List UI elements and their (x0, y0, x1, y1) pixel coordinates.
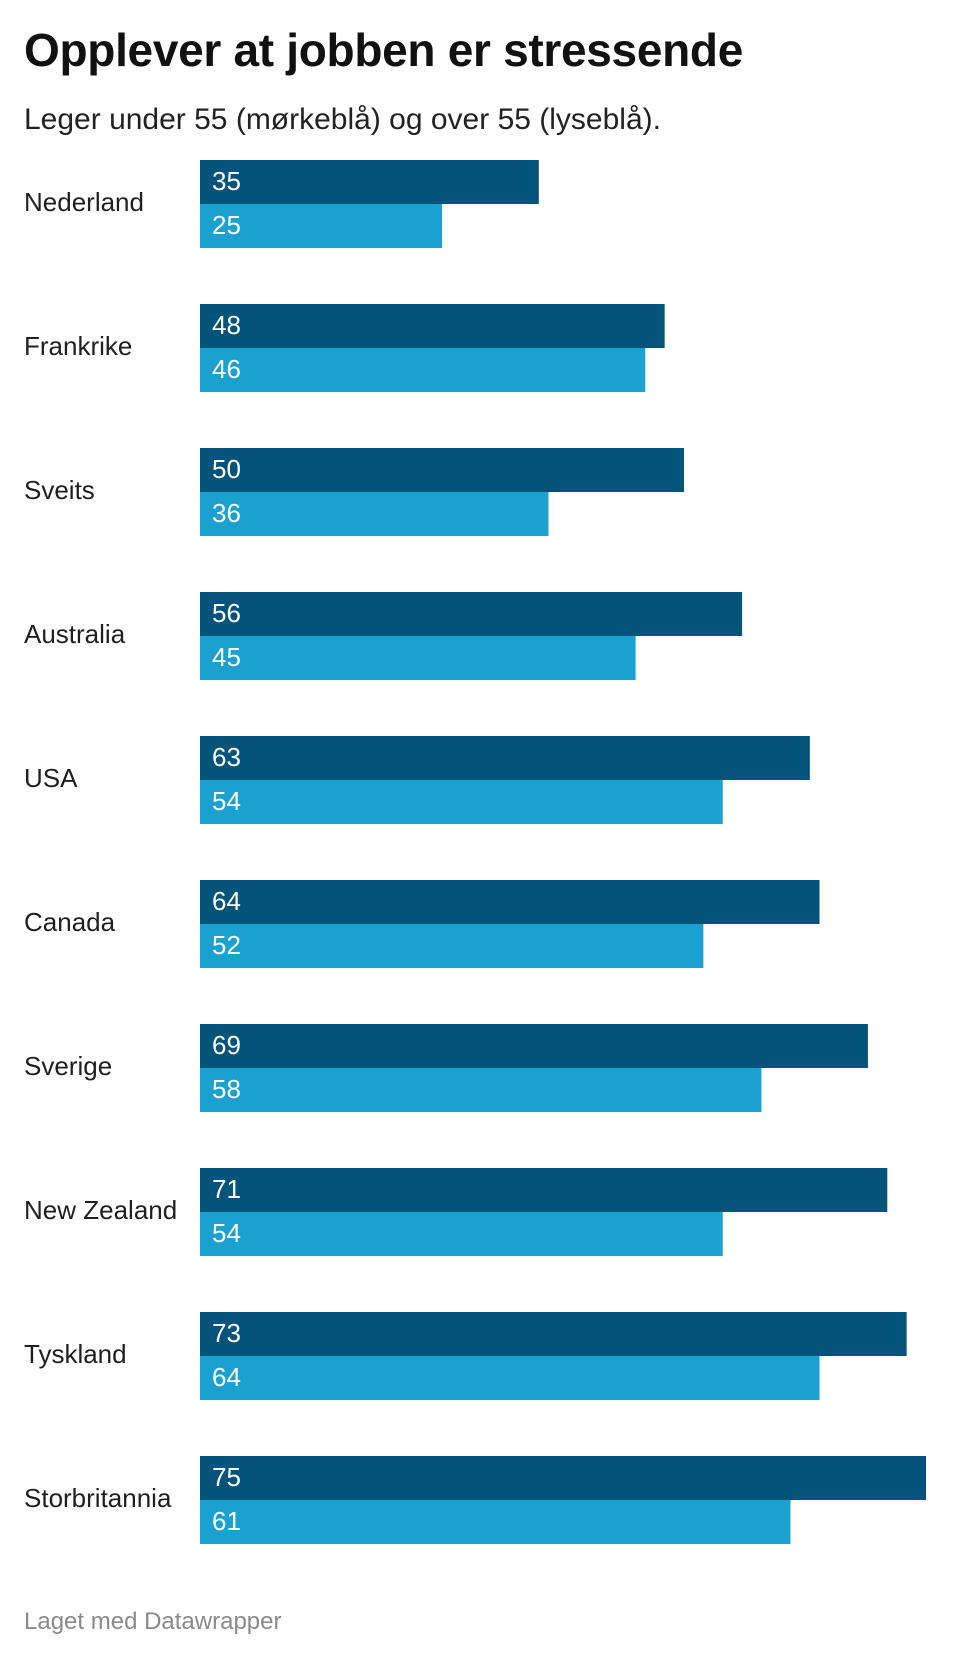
value-label: 54 (212, 1218, 241, 1248)
value-label: 54 (212, 786, 241, 816)
bar-over55 (200, 780, 723, 824)
value-label: 52 (212, 930, 241, 960)
value-label: 73 (212, 1318, 241, 1348)
bar-group-nederland: Nederland 35 25 (24, 160, 539, 248)
bar-under55 (200, 1312, 907, 1356)
bar-group-frankrike: Frankrike 48 46 (24, 304, 665, 392)
value-label: 71 (212, 1174, 241, 1204)
footer-credit: Laget med Datawrapper (24, 1608, 282, 1635)
bar-over55 (200, 1212, 723, 1256)
bar-chart: Nederland 35 25 Frankrike 48 46 Sveits 50 36 Aust… (24, 160, 926, 1544)
bar-over55 (200, 636, 636, 680)
bar-under55 (200, 736, 810, 780)
bar-group-new-zealand: New Zealand 71 54 (24, 1168, 888, 1256)
value-label: 56 (212, 598, 241, 628)
value-label: 50 (212, 454, 241, 484)
value-label: 46 (212, 354, 241, 384)
value-label: 45 (212, 642, 241, 672)
chart-title: Opplever at jobben er stressende (24, 24, 743, 76)
value-label: 61 (212, 1506, 241, 1536)
value-label: 25 (212, 210, 241, 240)
bar-under55 (200, 1456, 926, 1500)
bar-over55 (200, 348, 646, 392)
category-label: Australia (24, 619, 126, 649)
value-label: 69 (212, 1030, 241, 1060)
value-label: 64 (212, 886, 241, 916)
value-label: 48 (212, 310, 241, 340)
bar-over55 (200, 924, 704, 968)
value-label: 64 (212, 1362, 241, 1392)
bar-group-sverige: Sverige 69 58 (24, 1024, 868, 1112)
category-label: USA (24, 763, 78, 793)
chart-subtitle: Leger under 55 (mørkeblå) og over 55 (ly… (24, 103, 661, 136)
bar-over55 (200, 1356, 820, 1400)
category-label: Canada (24, 907, 116, 937)
bar-under55 (200, 880, 820, 924)
bar-over55 (200, 492, 549, 536)
category-label: Sverige (24, 1051, 112, 1081)
category-label: Tyskland (24, 1339, 127, 1369)
bar-over55 (200, 204, 442, 248)
bar-under55 (200, 1024, 868, 1068)
value-label: 58 (212, 1074, 241, 1104)
category-label: Sveits (24, 475, 95, 505)
bar-group-australia: Australia 56 45 (24, 592, 743, 680)
value-label: 63 (212, 742, 241, 772)
bar-group-tyskland: Tyskland 73 64 (24, 1312, 907, 1400)
bar-group-usa: USA 63 54 (24, 736, 810, 824)
bar-under55 (200, 448, 684, 492)
category-label: Frankrike (24, 331, 132, 361)
value-label: 75 (212, 1462, 241, 1492)
category-label: Storbritannia (24, 1483, 172, 1513)
bar-under55 (200, 1168, 888, 1212)
category-label: New Zealand (24, 1195, 177, 1225)
value-label: 35 (212, 166, 241, 196)
category-label: Nederland (24, 187, 144, 217)
bar-over55 (200, 1068, 762, 1112)
bar-group-sveits: Sveits 50 36 (24, 448, 684, 536)
bar-under55 (200, 304, 665, 348)
bar-under55 (200, 592, 743, 636)
bar-under55 (200, 160, 539, 204)
bar-over55 (200, 1500, 791, 1544)
bar-group-storbritannia: Storbritannia 75 61 (24, 1456, 926, 1544)
bar-group-canada: Canada 64 52 (24, 880, 820, 968)
value-label: 36 (212, 498, 241, 528)
